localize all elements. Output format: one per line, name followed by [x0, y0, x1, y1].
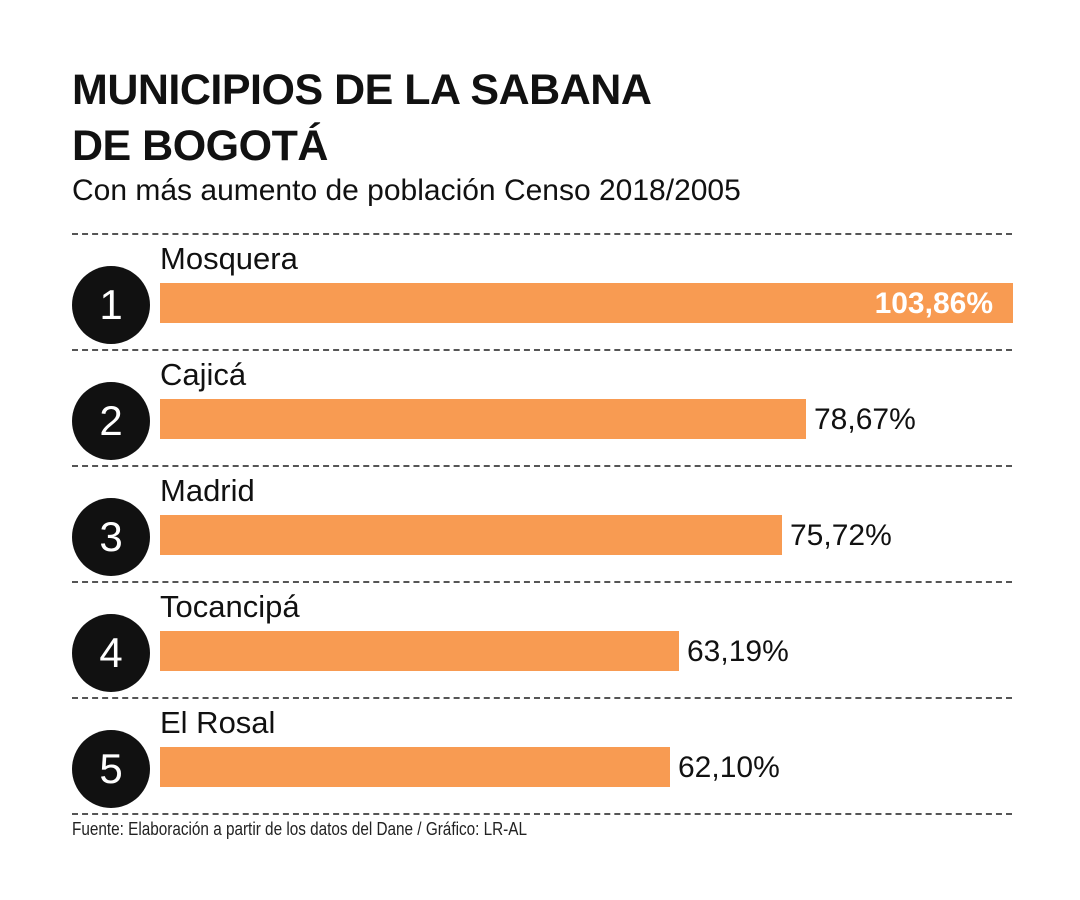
category-label: Mosquera — [160, 241, 298, 276]
chart-row: 4 Tocancipá 63,19% — [0, 581, 1080, 697]
rank-badge: 3 — [72, 498, 150, 576]
bar — [160, 515, 782, 555]
category-label: Madrid — [160, 473, 255, 508]
rank-badge: 4 — [72, 614, 150, 692]
value-label: 78,67% — [814, 403, 916, 436]
bar — [160, 631, 679, 671]
value-label: 75,72% — [790, 519, 892, 552]
value-label: 62,10% — [678, 751, 780, 784]
chart-subtitle: Con más aumento de población Censo 2018/… — [72, 174, 741, 207]
row-separator — [72, 697, 1012, 699]
source-note: Fuente: Elaboración a partir de los dato… — [72, 819, 528, 839]
chart-row: 2 Cajicá 78,67% — [0, 349, 1080, 465]
chart-row: 3 Madrid 75,72% — [0, 465, 1080, 581]
value-label: 103,86% — [874, 287, 993, 320]
chart-row: 5 El Rosal 62,10% — [0, 697, 1080, 813]
title-line-2: DE BOGOTÁ — [72, 122, 328, 170]
chart-title: MUNICIPIOS DE LA SABANA DE BOGOTÁ — [72, 62, 972, 174]
row-separator — [72, 349, 1012, 351]
bar — [160, 283, 1013, 323]
rank-badge: 1 — [72, 266, 150, 344]
chart-row: 1 Mosquera 103,86% — [0, 233, 1080, 349]
bar — [160, 747, 670, 787]
value-label: 63,19% — [687, 635, 789, 668]
rank-badge: 5 — [72, 730, 150, 808]
row-separator — [72, 581, 1012, 583]
title-line-1: MUNICIPIOS DE LA SABANA — [72, 66, 652, 114]
bar — [160, 399, 806, 439]
rank-badge: 2 — [72, 382, 150, 460]
row-separator — [72, 813, 1012, 815]
category-label: El Rosal — [160, 705, 276, 740]
category-label: Cajicá — [160, 357, 247, 392]
row-separator — [72, 465, 1012, 467]
category-label: Tocancipá — [160, 589, 300, 624]
row-separator — [72, 233, 1012, 235]
